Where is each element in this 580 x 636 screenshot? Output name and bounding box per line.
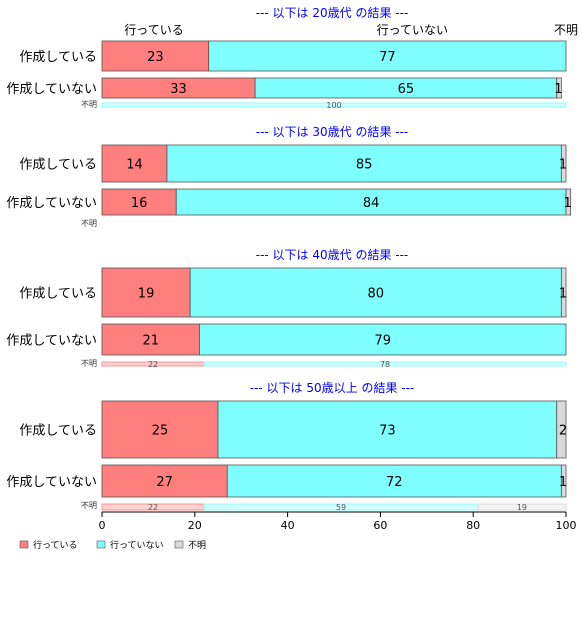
bar-segment	[101, 464, 228, 498]
unknown-value-label: 100	[326, 101, 341, 110]
bar-segment	[556, 77, 562, 99]
bar-segment	[217, 400, 558, 459]
panel-title: --- 以下は 20歳代 の結果 ---	[256, 6, 409, 20]
bar-segment	[166, 144, 562, 183]
bar-segment	[101, 400, 219, 459]
bar-segment	[556, 400, 567, 459]
bar-segment	[560, 464, 567, 498]
row-label: 作成していない	[6, 475, 97, 490]
unknown-bar-segment	[203, 361, 567, 367]
legend-swatch	[19, 540, 29, 549]
bar-value-label: 1	[554, 82, 562, 97]
unknown-bar-segment	[477, 503, 567, 511]
row-label: 作成している	[19, 287, 97, 302]
bar-value-label: 65	[398, 82, 415, 97]
top-series-label: 不明	[554, 23, 578, 37]
bar-segment	[189, 267, 562, 318]
bar-segment	[565, 188, 572, 216]
bar-segment	[226, 464, 562, 498]
top-series-label: 行っていない	[377, 23, 448, 37]
bar-segment	[101, 40, 210, 72]
legend-swatch	[96, 540, 106, 549]
bar-value-label: 21	[142, 334, 159, 349]
bar-value-label: 1	[559, 287, 567, 302]
row-label: 作成していない	[6, 196, 97, 211]
x-axis-tick-label: 0	[99, 519, 106, 532]
row-label: 作成していない	[6, 334, 97, 349]
x-axis-tick-label: 60	[373, 519, 387, 532]
bar-value-label: 23	[147, 50, 164, 65]
bar-value-label: 79	[374, 334, 391, 349]
panel-title: --- 以下は 30歳代 の結果 ---	[256, 125, 409, 139]
legend-label: 不明	[188, 540, 206, 551]
bar-value-label: 33	[170, 82, 187, 97]
unknown-row-label: 不明	[81, 501, 97, 510]
bar-value-label: 84	[363, 196, 380, 211]
legend-label: 行っていない	[110, 539, 164, 551]
bar-value-label: 2	[559, 424, 567, 439]
unknown-row-label: 不明	[81, 359, 97, 368]
unknown-value-label: 22	[148, 503, 158, 512]
bar-value-label: 1	[559, 475, 567, 490]
bar-segment	[101, 267, 191, 318]
bar-segment	[199, 323, 567, 356]
bar-value-label: 1	[563, 196, 571, 211]
bar-value-label: 77	[379, 50, 396, 65]
bar-segment	[101, 323, 200, 356]
bar-value-label: 25	[152, 424, 169, 439]
x-axis-tick-label: 100	[556, 519, 577, 532]
x-axis-tick-label: 40	[281, 519, 295, 532]
bar-value-label: 1	[559, 158, 567, 173]
bar-segment	[208, 40, 567, 72]
panel-title: --- 以下は 50歳以上 の結果 ---	[250, 381, 415, 395]
row-label: 作成している	[19, 50, 97, 65]
top-series-label: 行っている	[124, 23, 183, 37]
bar-value-label: 27	[156, 475, 173, 490]
bar-segment	[560, 144, 567, 183]
legend-label: 行っている	[33, 539, 78, 551]
bar-value-label: 19	[138, 287, 155, 302]
x-axis-tick-label: 20	[188, 519, 202, 532]
unknown-row-label: 不明	[81, 100, 97, 109]
bar-value-label: 80	[367, 287, 384, 302]
unknown-value-label: 22	[148, 360, 158, 369]
unknown-value-label: 59	[336, 503, 346, 512]
unknown-value-label: 19	[517, 503, 527, 512]
row-label: 作成している	[19, 158, 97, 173]
bar-value-label: 85	[356, 158, 373, 173]
legend-swatch	[174, 540, 184, 549]
bar-value-label: 72	[386, 475, 403, 490]
panel-title: --- 以下は 40歳代 の結果 ---	[256, 248, 409, 262]
unknown-row-label: 不明	[81, 219, 97, 228]
bar-segment	[175, 188, 567, 216]
row-label: 作成している	[19, 424, 97, 439]
unknown-value-label: 78	[380, 360, 390, 369]
bar-value-label: 16	[131, 196, 148, 211]
bar-segment	[101, 188, 177, 216]
x-axis-tick-label: 80	[466, 519, 480, 532]
bar-value-label: 14	[126, 158, 143, 173]
unknown-bar-segment	[101, 102, 567, 108]
row-label: 作成していない	[6, 82, 97, 97]
bar-value-label: 73	[379, 424, 396, 439]
bar-segment	[560, 267, 567, 318]
